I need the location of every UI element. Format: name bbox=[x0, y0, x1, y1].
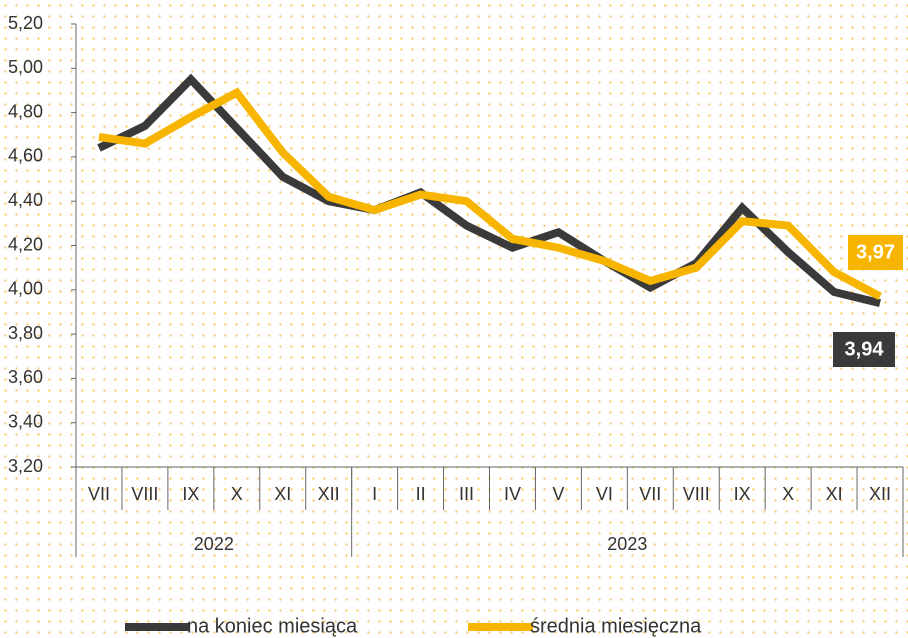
x-tick-label: XII bbox=[869, 484, 891, 504]
x-tick-label: VII bbox=[88, 484, 110, 504]
x-tick-label: I bbox=[372, 484, 377, 504]
y-tick-label: 5,20 bbox=[8, 13, 43, 33]
y-tick-label: 3,40 bbox=[8, 411, 43, 431]
x-tick-label: XII bbox=[318, 484, 340, 504]
legend-label: średnia miesięczna bbox=[530, 615, 702, 637]
x-tick-label: III bbox=[459, 484, 474, 504]
x-tick-label: XI bbox=[826, 484, 843, 504]
series-line bbox=[97, 73, 881, 307]
x-tick-label: IX bbox=[182, 484, 199, 504]
x-tick-label: VII bbox=[639, 484, 661, 504]
x-tick-label: IX bbox=[734, 484, 751, 504]
x-tick-label: II bbox=[416, 484, 426, 504]
x-tick-label: V bbox=[552, 484, 564, 504]
y-tick-label: 3,20 bbox=[8, 456, 43, 476]
y-tick-label: 4,20 bbox=[8, 234, 43, 254]
value-label: 3,97 bbox=[856, 241, 895, 263]
x-tick-label: VI bbox=[596, 484, 613, 504]
y-tick-label: 4,60 bbox=[8, 146, 43, 166]
y-tick-label: 4,80 bbox=[8, 101, 43, 121]
x-tick-label: XI bbox=[274, 484, 291, 504]
value-label: 3,94 bbox=[845, 338, 885, 360]
value-label-box bbox=[833, 332, 895, 367]
x-tick-label: VIII bbox=[683, 484, 710, 504]
y-tick-label: 3,60 bbox=[8, 367, 43, 387]
y-tick-label: 3,80 bbox=[8, 323, 43, 343]
value-label-box bbox=[848, 235, 903, 270]
x-tick-label: IV bbox=[504, 484, 521, 504]
series-line bbox=[98, 87, 882, 300]
y-tick-label: 5,00 bbox=[8, 57, 43, 77]
group-label: 2023 bbox=[607, 534, 647, 554]
x-tick-label: X bbox=[231, 484, 243, 504]
y-tick-label: 4,40 bbox=[8, 190, 43, 210]
y-tick-label: 4,00 bbox=[8, 279, 43, 299]
legend-label: na koniec miesiąca bbox=[187, 615, 358, 637]
x-tick-label: X bbox=[782, 484, 794, 504]
group-label: 2022 bbox=[194, 534, 234, 554]
x-tick-label: VIII bbox=[131, 484, 158, 504]
